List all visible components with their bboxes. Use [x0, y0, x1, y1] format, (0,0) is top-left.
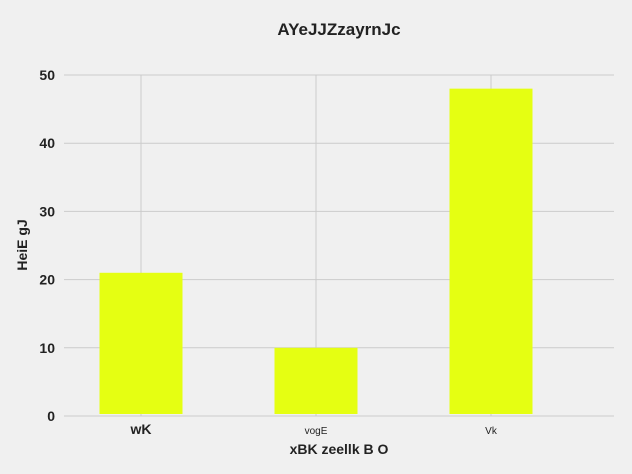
bar-wK: [99, 272, 183, 414]
x-tick-label: vogE: [305, 426, 328, 437]
y-tick-label: 50: [39, 67, 55, 83]
x-tick-label: wK: [130, 421, 152, 437]
y-axis-ticks: 0 10 20 30 40 50: [39, 67, 55, 424]
x-axis-ticks: wK vogE Vk: [130, 421, 498, 437]
chart-title: AYeJJZzayrnJc: [277, 20, 400, 39]
y-tick-label: 20: [39, 272, 55, 288]
x-tick-label: Vk: [485, 426, 498, 437]
bars: [99, 88, 533, 414]
y-tick-label: 0: [47, 408, 55, 424]
bar-Vk: [449, 88, 533, 414]
y-tick-label: 10: [39, 340, 55, 356]
bar-vogE: [274, 347, 358, 414]
x-axis-label: xBK zeellk B O: [290, 441, 389, 457]
y-tick-label: 30: [39, 203, 55, 219]
y-axis-label: HeiE gJ: [14, 219, 30, 270]
y-tick-label: 40: [39, 135, 55, 151]
